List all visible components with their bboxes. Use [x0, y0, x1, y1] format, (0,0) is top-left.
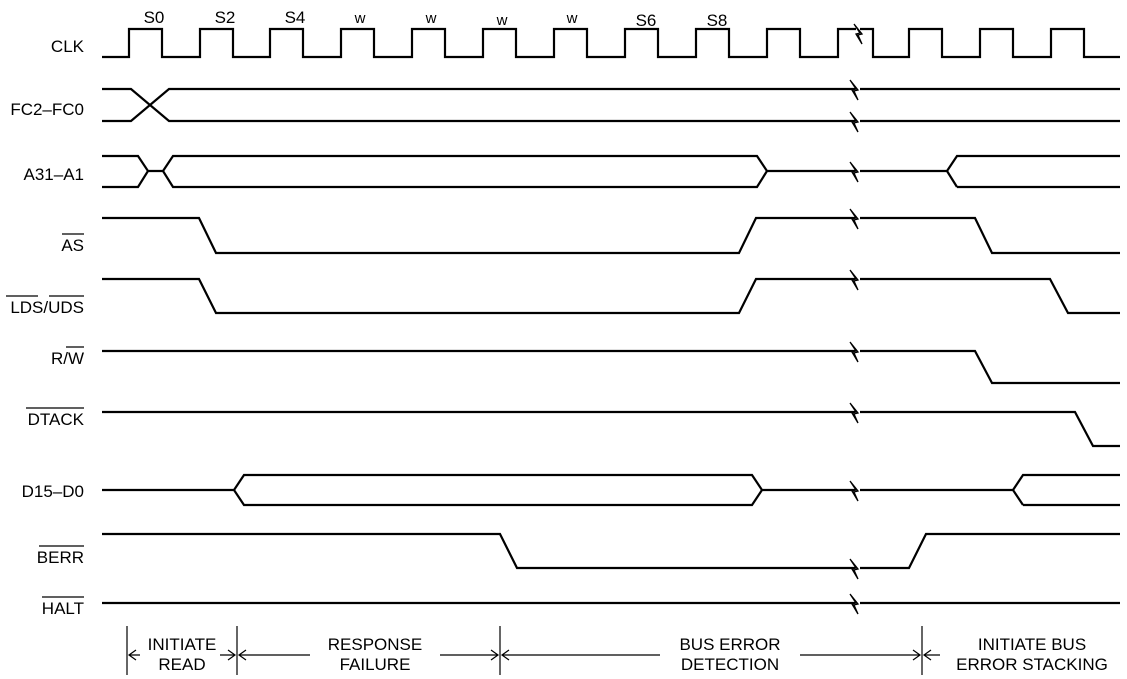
break-mark: [849, 161, 860, 183]
phase-label-initiate-read-2: READ: [158, 655, 205, 674]
break-mark: [853, 23, 864, 45]
arrow-response-failure-right: [440, 649, 500, 661]
phase-boundaries: [126, 626, 923, 675]
state-label: w: [496, 12, 508, 29]
break-mark: [849, 269, 860, 291]
phase-label-bus-error-detection-2: DETECTION: [681, 655, 779, 674]
signal-label-rw: R/W: [51, 349, 84, 368]
phase-label-stacking-2: ERROR STACKING: [956, 655, 1108, 674]
break-mark: [849, 208, 860, 230]
phase-labels: INITIATE READ RESPONSE FAILURE BUS ERROR…: [148, 635, 1108, 674]
state-label: w: [566, 10, 578, 27]
phase-label-bus-error-detection-1: BUS ERROR: [679, 635, 780, 654]
signal-label-data: D15–D0: [22, 482, 84, 501]
signal-label-clk: CLK: [51, 37, 85, 56]
rw-waveform: [102, 349, 1120, 385]
berr-waveform: [102, 532, 1120, 570]
lds-waveform: [102, 277, 1120, 315]
break-mark: [849, 593, 860, 615]
break-mark: [849, 402, 860, 424]
signal-label-lds: LDS/UDS: [10, 298, 84, 317]
arrow-initiate-read-right: [220, 649, 237, 661]
signal-label-as: AS: [61, 236, 84, 255]
signal-labels: CLK FC2–FC0 A31–A1 AS LDS/UDS R/W DTACK …: [10, 37, 84, 618]
time-break-marks: [849, 23, 864, 615]
signal-label-dtack: DTACK: [28, 410, 85, 429]
clk-waveform: [102, 27, 1120, 59]
state-label: S0: [144, 8, 165, 27]
signal-label-berr: BERR: [37, 548, 84, 567]
fc-waveform: [102, 87, 1120, 123]
state-label: S4: [285, 8, 306, 27]
break-mark: [849, 341, 860, 363]
state-label: w: [354, 10, 366, 27]
state-label: S2: [215, 8, 236, 27]
clock-state-labels: S0 S2 S4 w w w w S6 S8: [144, 8, 728, 30]
signal-label-fc: FC2–FC0: [10, 100, 84, 119]
phase-arrows: [127, 649, 940, 661]
state-label: S8: [707, 11, 728, 30]
data-waveform: [102, 473, 1120, 507]
as-waveform: [102, 216, 1120, 255]
signal-label-addr: A31–A1: [24, 165, 85, 184]
phase-label-response-failure-2: FAILURE: [340, 655, 411, 674]
state-label: S6: [636, 11, 657, 30]
arrow-bus-error-detection-left: [500, 649, 660, 661]
state-label: w: [425, 10, 437, 27]
arrow-response-failure-left: [237, 649, 310, 661]
arrow-bus-error-detection-right: [800, 649, 922, 661]
break-mark: [849, 79, 860, 101]
arrow-initiate-bus-error-stacking-left: [922, 649, 940, 661]
signal-overbars: [6, 233, 84, 598]
dtack-waveform: [102, 410, 1120, 448]
phase-label-initiate-read-1: INITIATE: [148, 635, 217, 654]
arrow-initiate-read-left: [127, 649, 140, 661]
break-mark: [849, 558, 860, 580]
phase-label-response-failure-1: RESPONSE: [328, 635, 422, 654]
addr-waveform: [102, 154, 1120, 189]
break-mark: [849, 111, 860, 133]
signal-label-halt: HALT: [42, 599, 84, 618]
break-mark: [849, 480, 860, 502]
phase-label-stacking-1: INITIATE BUS: [978, 635, 1086, 654]
